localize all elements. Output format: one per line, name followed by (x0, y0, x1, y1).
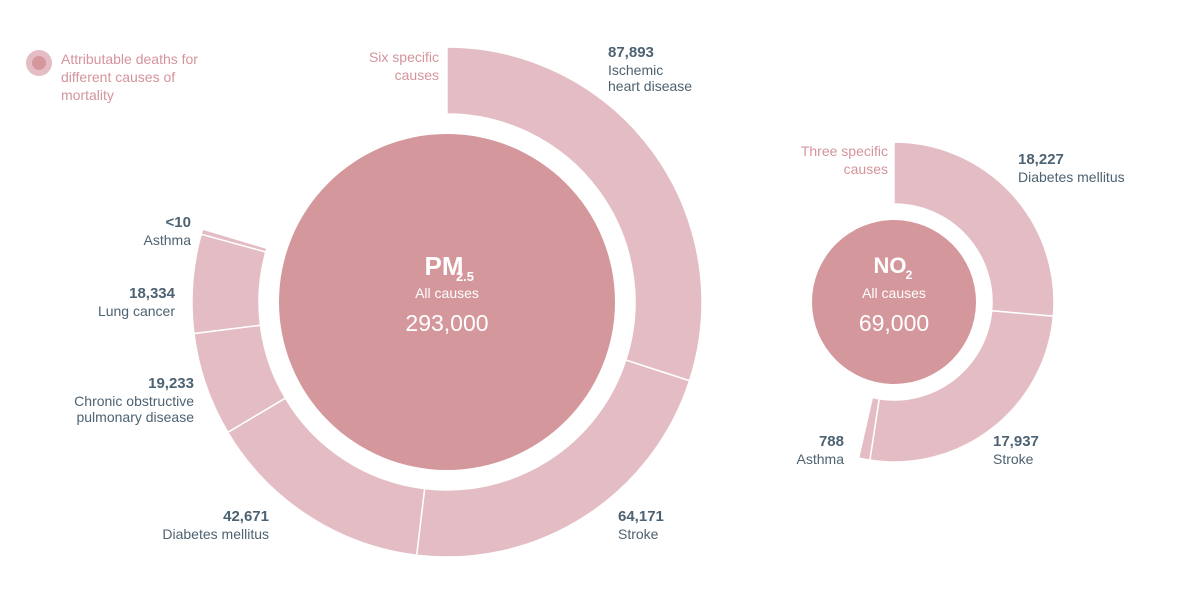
legend-label: Attributable deaths for different causes… (61, 51, 198, 103)
no2-slice-1 (868, 309, 1055, 463)
pm25-slice-0-value: 87,893 (608, 44, 654, 61)
legend-swatch-icon (26, 50, 52, 76)
no2-slice-2-label: Asthma (797, 451, 845, 467)
no2-slice-1-value: 17,937 (993, 433, 1039, 450)
pm25-slice-3-label: Chronic obstructive pulmonary disease (74, 393, 194, 425)
pm25-slice-0 (446, 46, 703, 382)
pm25-center-label: All causes (415, 285, 479, 301)
pm25-slice-2-label: Diabetes mellitus (162, 526, 269, 542)
no2-title: NO (874, 253, 907, 278)
pm25-group-label: Six specific causes (369, 49, 439, 83)
pm25-center-value: 293,000 (405, 310, 488, 336)
no2-center-circle (812, 220, 976, 384)
no2-title-subscript: 2 (906, 268, 913, 282)
no2-center-value: 69,000 (859, 310, 929, 336)
pm25-slice-2-value: 42,671 (223, 508, 269, 525)
pm25-slice-0-label: Ischemic heart disease (608, 62, 692, 94)
legend: Attributable deaths for different causes… (26, 50, 201, 104)
no2-slice-0 (893, 141, 1055, 318)
pm25-slice-5-value: <10 (166, 214, 191, 231)
pm25-slice-5-label: Asthma (144, 232, 192, 248)
pm25-slice-1-value: 64,171 (618, 508, 664, 525)
no2-group-label: Three specific causes (801, 143, 888, 177)
pm25-slice-4-value: 18,334 (129, 285, 176, 302)
no2-slice-1-label: Stroke (993, 451, 1034, 467)
no2-center-label: All causes (862, 285, 926, 301)
no2-slice-2 (857, 396, 881, 462)
pm25-title: PM (425, 251, 464, 281)
no2-slice-0-value: 18,227 (1018, 151, 1064, 168)
no2-slice-2-value: 788 (819, 433, 844, 450)
no2-slice-0-label: Diabetes mellitus (1018, 169, 1125, 185)
pm25-slice-3-value: 19,233 (148, 375, 194, 392)
pm25-slice-5 (200, 228, 268, 253)
pm25-slice-4-label: Lung cancer (98, 303, 175, 319)
pm25-slice-1-label: Stroke (618, 526, 659, 542)
pm25-center-circle (279, 134, 615, 470)
pm25-title-subscript: 2.5 (456, 269, 474, 284)
